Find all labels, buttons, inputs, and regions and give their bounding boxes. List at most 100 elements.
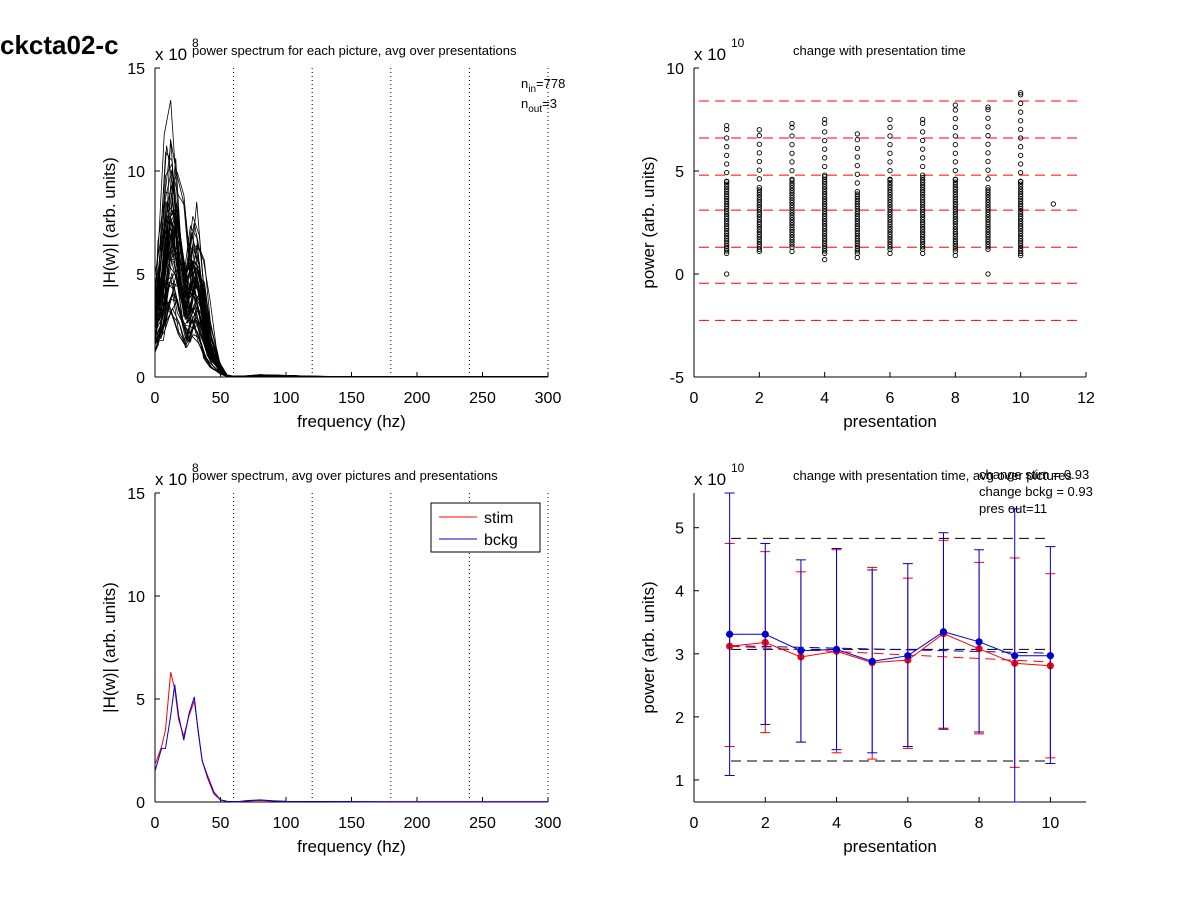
scatter-point [985,231,991,238]
scatter-point [985,176,991,182]
scatter-point [952,236,958,242]
scatter-point [822,226,828,232]
scatter-point [1018,184,1024,190]
scatter-point [1018,223,1024,229]
y-tick-label: 15 [127,486,145,503]
scatter-point [887,124,893,130]
scatter-point [789,237,795,243]
scatter-point [1018,230,1024,237]
axis-exponent-power: 10 [731,461,745,475]
scatter-point [920,177,926,183]
scatter-point [1018,126,1024,133]
scatter-point [854,208,860,215]
scatter-point [756,231,762,238]
scatter-point [887,199,893,205]
scatter-point [822,188,828,195]
scatter-point [952,221,958,227]
scatter-point [854,254,860,261]
scatter-point [985,150,991,156]
x-axis-label: frequency (hz) [297,837,406,856]
scatter-point [920,239,926,245]
scatter-point [985,207,991,213]
scatter-point [822,120,828,126]
y-tick-label: -5 [670,370,684,387]
scatter-point [789,232,795,238]
scatter-point [985,224,991,230]
scatter-point [920,219,926,225]
scatter-point [920,199,926,205]
scatter-point [854,213,860,219]
scatter-point [756,202,762,208]
scatter-point [920,197,926,203]
scatter-point [1018,118,1024,124]
scatter-point [1018,191,1024,197]
scatter-point [920,120,926,126]
scatter-point [789,187,795,194]
scatter-point [724,152,730,158]
scatter-point [1018,109,1024,115]
scatter-point [985,194,991,201]
scatter-point [756,150,762,156]
scatter-point [1018,213,1024,219]
scatter-point [724,208,730,215]
scatter-point [822,230,828,237]
x-tick-label: 12 [1077,390,1095,407]
scatter-point [756,224,762,230]
scatter-point [1018,208,1024,215]
scatter-point [724,186,730,192]
x-tick-label: 200 [404,390,431,407]
scatter-point [952,186,958,193]
scatter-point [789,205,795,211]
scatter-point [756,221,762,228]
scatter-point [920,179,926,186]
scatter-point [854,193,860,200]
scatter-point [724,233,730,239]
scatter-point [789,197,795,203]
scatter-point [724,228,730,234]
x-tick-label: 10 [1012,390,1030,407]
scatter-point [985,106,991,113]
legend-box [430,502,541,553]
scatter-point [1018,178,1024,184]
scatter-point [1018,152,1024,158]
x-tick-label: 0 [690,390,699,407]
scatter-point [789,222,795,228]
scatter-point [952,211,958,217]
scatter-point [1018,226,1024,232]
scatter-point [822,238,828,244]
scatter-point [854,218,860,224]
y-tick-label: 1 [675,773,684,790]
scatter-point [887,207,893,213]
scatter-point [920,229,926,235]
scatter-point [789,120,795,127]
scatter-point [789,182,795,189]
scatter-point [952,223,958,230]
scatter-point [822,184,828,190]
scatter-point [920,202,926,208]
scatter-point [756,127,762,133]
scatter-point [985,104,991,110]
scatter-point [952,184,958,190]
spectrum-line [154,145,549,378]
scatter-point [920,209,926,215]
scatter-point [1018,252,1024,259]
n-in-annotation: nin=778 [521,76,565,95]
scatter-point [1018,233,1024,239]
scatter-point [724,211,730,217]
scatter-point [887,182,893,188]
scatter-point [920,224,926,230]
scatter-point [854,188,860,195]
x-tick-label: 200 [404,815,431,832]
scatter-point [756,167,762,173]
scatter-point [854,201,860,207]
scatter-point [724,238,730,244]
scatter-point [887,212,893,218]
x-tick-label: 4 [820,390,829,407]
scatter-point [920,194,926,201]
scatter-point [887,194,893,201]
scatter-point [887,176,893,182]
scatter-point [789,207,795,213]
scatter-point [822,179,828,185]
x-tick-label: 8 [975,815,984,832]
